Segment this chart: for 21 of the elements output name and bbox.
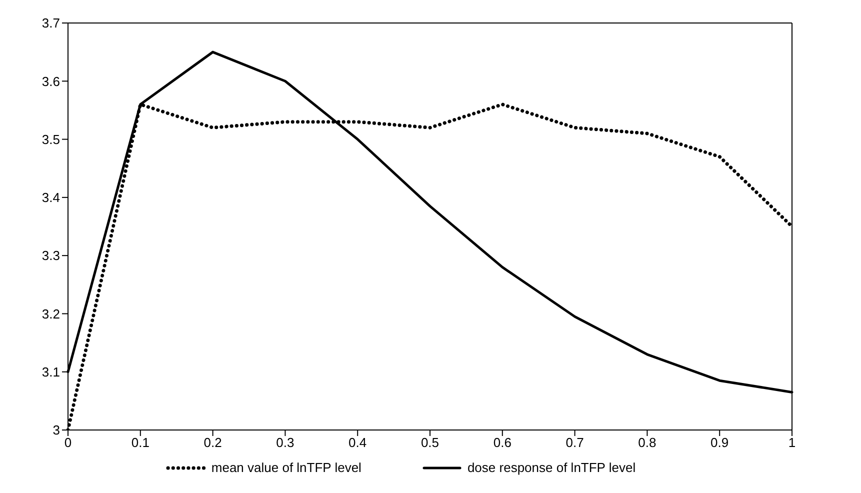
y-tick-label: 3.5 <box>42 132 60 147</box>
legend-label: dose response of lnTFP level <box>467 460 636 475</box>
x-tick-label: 0.4 <box>348 435 367 450</box>
y-tick-label: 3 <box>52 422 60 438</box>
y-tick-label: 3.1 <box>42 364 60 380</box>
legend-label: mean value of lnTFP level <box>211 460 362 475</box>
x-tick-label: 0.1 <box>131 435 150 450</box>
x-tick-label: 0.7 <box>566 435 584 450</box>
y-tick-label: 3.3 <box>42 248 60 264</box>
x-tick-label: 0.2 <box>204 435 222 450</box>
x-tick-label: 1 <box>788 435 796 450</box>
x-tick-label: 0 <box>64 435 72 450</box>
y-tick-label: 3.4 <box>42 190 60 206</box>
y-tick-label: 3.2 <box>42 306 60 322</box>
x-tick-label: 0.5 <box>420 435 440 450</box>
x-tick-label: 0.6 <box>493 435 512 450</box>
x-tick-label: 0.8 <box>638 435 656 450</box>
y-tick-label: 3.7 <box>42 16 60 31</box>
x-tick-label: 0.9 <box>710 435 729 450</box>
x-tick-label: 0.3 <box>276 435 294 450</box>
y-tick-label: 3.6 <box>42 74 60 89</box>
